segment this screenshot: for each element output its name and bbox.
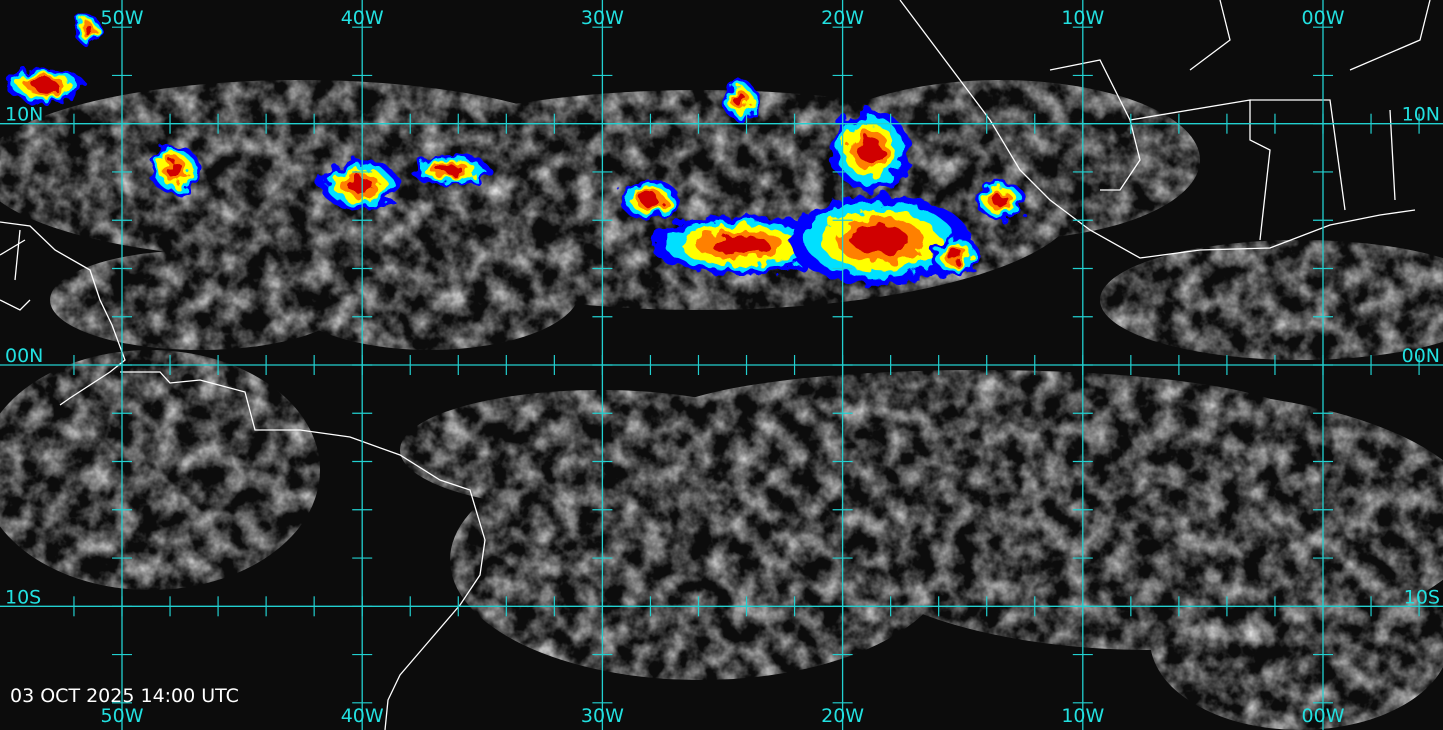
convection-cell	[347, 177, 373, 193]
cloud-area	[0, 350, 320, 590]
coastline	[0, 221, 486, 730]
convection-cell	[640, 193, 660, 207]
lat-label-right: 10N	[1402, 104, 1440, 126]
convection-cell	[734, 93, 746, 107]
coastline	[1049, 0, 1431, 241]
convection-cell	[167, 162, 183, 178]
lat-label-right: 10S	[1404, 586, 1440, 608]
lon-label-top: 40W	[341, 7, 384, 29]
lon-label-top: 20W	[821, 7, 864, 29]
convection-cell	[83, 25, 93, 35]
convection-cell	[32, 79, 58, 91]
lon-label-bottom: 20W	[821, 705, 864, 727]
coastline	[0, 229, 31, 311]
lon-label-top: 30W	[581, 7, 624, 29]
lon-label-bottom: 00W	[1302, 705, 1345, 727]
lat-label-right: 00N	[1402, 345, 1440, 367]
convection-cell	[711, 235, 769, 255]
lon-label-top: 00W	[1302, 7, 1345, 29]
lat-label-left: 00N	[5, 345, 43, 367]
cloud-area	[400, 390, 800, 510]
lon-label-bottom: 10W	[1061, 705, 1104, 727]
lon-label-bottom: 30W	[581, 705, 624, 727]
lon-label-bottom: 50W	[101, 705, 144, 727]
convection-cell	[851, 225, 909, 255]
coastline	[899, 0, 1416, 259]
lon-label-top: 50W	[101, 7, 144, 29]
convection-cell	[437, 165, 463, 175]
convection-cell	[947, 248, 963, 262]
lat-label-left: 10S	[5, 586, 41, 608]
convection-cell	[857, 137, 883, 163]
cloud-area	[280, 230, 580, 350]
cloud-area	[1150, 550, 1443, 730]
convection-cell	[992, 193, 1008, 207]
timestamp: 03 OCT 2025 14:00 UTC	[10, 685, 239, 707]
lat-label-left: 10N	[5, 104, 43, 126]
lon-label-bottom: 40W	[341, 705, 384, 727]
cloud-layer	[0, 80, 1443, 730]
lon-label-top: 10W	[1061, 7, 1104, 29]
cloud-area	[1100, 240, 1443, 360]
cloud-area	[50, 250, 350, 350]
